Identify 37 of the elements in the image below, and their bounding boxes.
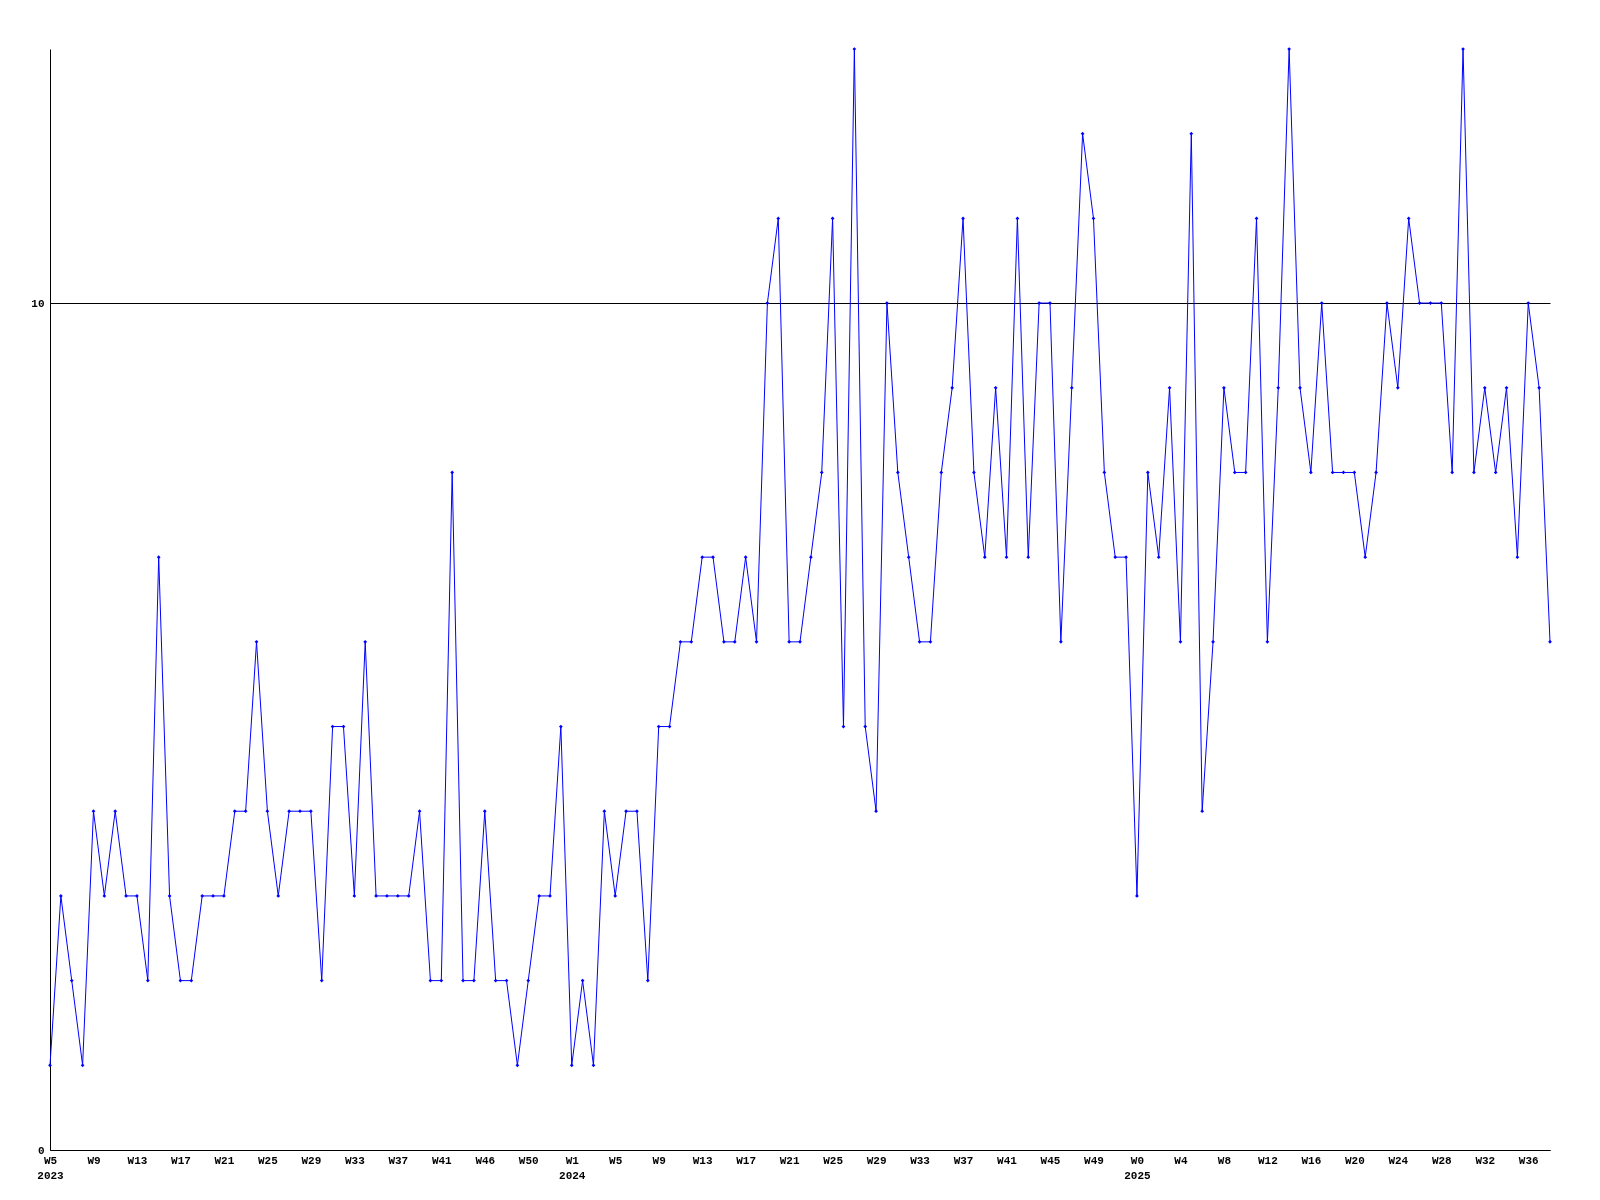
x-tick-label: W50 [518, 1154, 539, 1167]
x-tick-label: W29 [301, 1154, 322, 1167]
x-tick-label: W1 2024 [559, 1154, 586, 1182]
x-tick-label: W20 [1344, 1154, 1365, 1167]
x-tick-label: W5 2023 [37, 1154, 65, 1182]
x-tick-label: W45 [1040, 1154, 1061, 1167]
x-tick-label: W33 [344, 1154, 366, 1167]
y-tick-label: 0 [37, 1144, 45, 1157]
x-tick-label: W33 [910, 1154, 931, 1167]
x-tick-label: W17 [171, 1154, 191, 1167]
x-tick-label: W9 [652, 1154, 666, 1167]
x-tick-label: W21 [779, 1154, 800, 1167]
x-tick-label: W21 [214, 1154, 235, 1167]
x-tick-label: W12 [1257, 1154, 1278, 1167]
x-tick-label: W8 [1217, 1154, 1232, 1167]
x-tick-label: W36 [1518, 1154, 1539, 1167]
x-tick-label: W49 [1084, 1154, 1104, 1167]
x-tick-label: W4 [1174, 1154, 1188, 1167]
x-tick-label: W37 [953, 1154, 974, 1167]
x-tick-label: W41 [997, 1154, 1018, 1167]
x-tick-label: W13 [127, 1154, 148, 1167]
x-tick-label: W0 2025 [1124, 1154, 1152, 1182]
x-tick-label: W41 [431, 1154, 453, 1167]
x-tick-label: W32 [1475, 1154, 1496, 1167]
x-tick-label: W24 [1388, 1154, 1409, 1167]
x-tick-label: W46 [475, 1154, 496, 1167]
x-tick-label: W13 [692, 1154, 713, 1167]
x-tick-label: W16 [1301, 1154, 1322, 1167]
x-tick-label: W28 [1431, 1154, 1453, 1167]
x-tick-label: W25 [257, 1154, 279, 1167]
x-tick-label: W5 [609, 1154, 623, 1167]
x-tick-label: W25 [823, 1154, 844, 1167]
y-tick-label: 10 [31, 297, 45, 310]
x-tick-label: W9 [87, 1154, 101, 1167]
x-tick-label: W37 [388, 1154, 409, 1167]
x-tick-label: W29 [866, 1154, 887, 1167]
x-tick-label: W17 [736, 1154, 757, 1167]
